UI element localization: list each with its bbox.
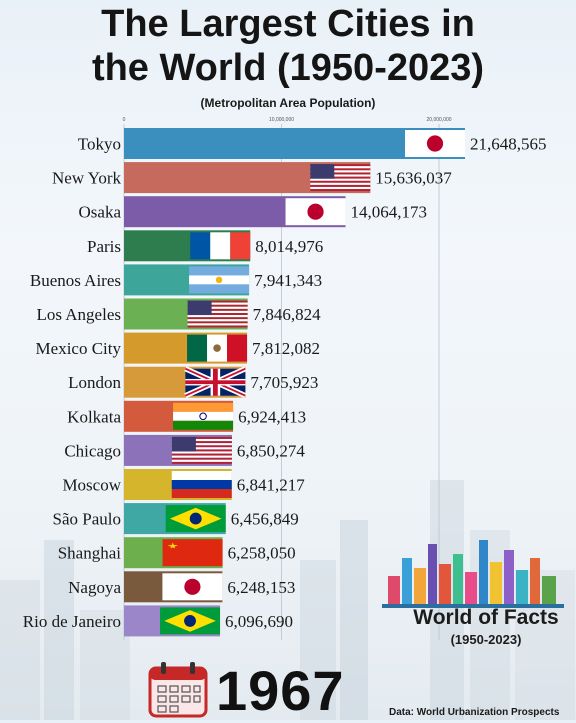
value-label: 8,014,976 <box>255 237 323 256</box>
category-label: Buenos Aires <box>30 271 121 290</box>
value-label: 7,705,923 <box>250 373 318 392</box>
chart-title: The Largest Cities in the World (1950-20… <box>0 2 576 90</box>
category-label: Paris <box>87 237 121 256</box>
category-label: Kolkata <box>67 407 121 426</box>
chart-subtitle: (Metropolitan Area Population) <box>200 96 376 110</box>
value-label: 6,248,153 <box>227 578 295 597</box>
category-label: Osaka <box>79 203 122 222</box>
x-tick-label: 0 <box>123 117 126 123</box>
category-label: Mexico City <box>36 339 122 358</box>
value-label: 14,064,173 <box>351 203 428 222</box>
value-label: 6,924,413 <box>238 407 306 426</box>
category-label: London <box>68 373 121 392</box>
japan-flag-icon <box>285 198 346 226</box>
usa-flag-icon <box>310 164 371 192</box>
title-line-2: the World (1950-2023) <box>91 47 485 89</box>
value-label: 6,850,274 <box>237 441 306 460</box>
x-tick-label: 20,000,000 <box>427 117 452 123</box>
japan-flag-icon <box>162 573 223 601</box>
category-label: Chicago <box>64 441 121 460</box>
category-label: New York <box>52 169 121 188</box>
value-label: 7,812,082 <box>252 339 320 358</box>
value-label: 7,846,824 <box>253 305 322 324</box>
data-source: Data: World Urbanization Prospects <box>389 707 560 718</box>
brand-years: (1950-2023) <box>450 632 522 647</box>
france-flag-icon <box>190 232 251 260</box>
value-label: 6,258,050 <box>228 544 296 563</box>
china-flag-icon <box>162 539 223 567</box>
category-label: Shanghai <box>58 544 122 563</box>
category-label: Moscow <box>62 476 121 495</box>
value-label: 7,941,343 <box>254 271 322 290</box>
brand-name: World of Facts <box>413 606 559 629</box>
category-label: São Paulo <box>53 510 121 529</box>
usa-flag-icon <box>187 300 248 328</box>
calendar-icon <box>148 662 208 718</box>
mexico-flag-icon <box>187 334 248 362</box>
city-logo-icon <box>382 540 564 608</box>
category-label: Los Angeles <box>36 305 121 324</box>
japan-flag-icon <box>405 130 465 157</box>
value-label: 6,096,690 <box>225 612 293 631</box>
uk-flag-icon <box>184 366 247 399</box>
current-year: 1967 <box>216 659 345 722</box>
value-label: 6,456,849 <box>231 510 299 529</box>
category-label: Tokyo <box>78 135 121 154</box>
x-tick-label: 10,000,000 <box>269 117 294 123</box>
brazil-flag-icon <box>165 505 226 533</box>
brand-block: World of Facts (1950-2023) <box>396 606 576 647</box>
argentina-flag-icon <box>189 266 250 294</box>
value-label: 21,648,565 <box>470 135 547 154</box>
category-label: Nagoya <box>68 578 121 597</box>
brazil-flag-icon <box>160 607 221 635</box>
value-label: 6,841,217 <box>237 476 306 495</box>
title-line-1: The Largest Cities in <box>101 3 475 45</box>
usa-flag-icon <box>171 436 232 464</box>
russia-flag-icon <box>171 471 232 498</box>
value-label: 15,636,037 <box>375 169 452 188</box>
category-label: Rio de Janeiro <box>23 612 121 631</box>
india-flag-icon <box>173 402 234 430</box>
